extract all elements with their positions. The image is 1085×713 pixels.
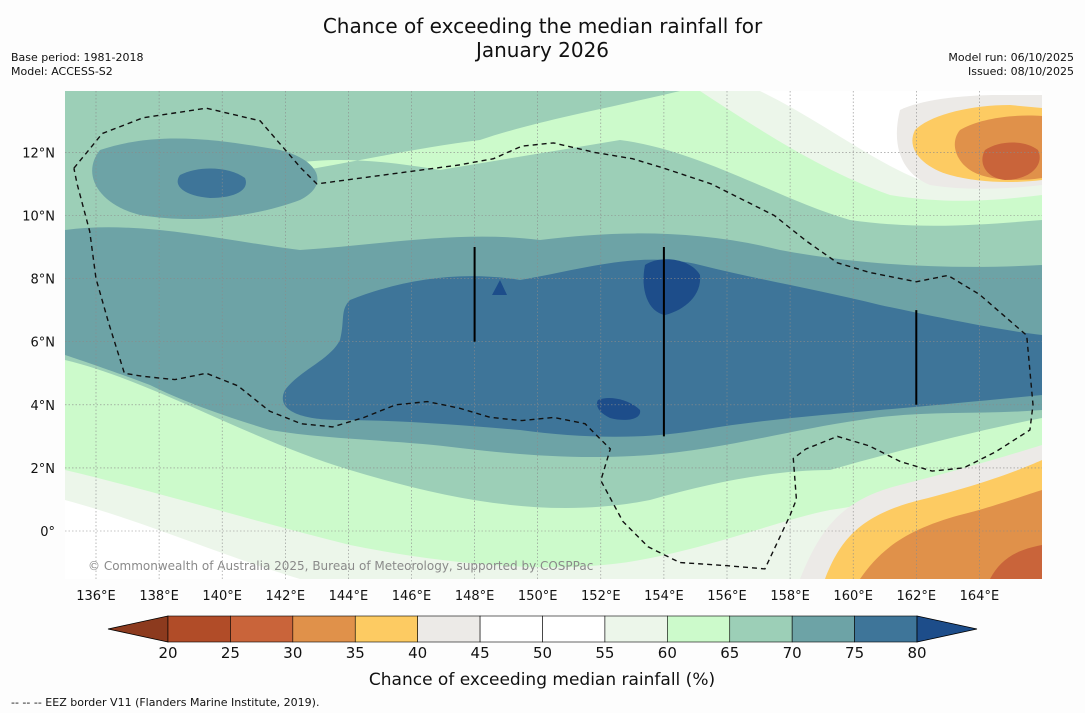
legend-title: Chance of exceeding median rainfall (%) <box>369 670 715 690</box>
footer-note: -- -- -- EEZ border V11 (Flanders Marine… <box>11 696 320 709</box>
rainfall-field <box>65 91 1042 579</box>
lat-tick-label: 12°N <box>22 146 55 161</box>
band-55-60 <box>65 470 1042 579</box>
lon-tick-label: 148°E <box>455 589 495 604</box>
colorbar-tick-label: 25 <box>221 644 240 662</box>
colorbar-segment <box>479 615 543 643</box>
colorbar-segment <box>417 615 481 643</box>
eez-border-line <box>73 107 1034 570</box>
lat-tick-label: 2°N <box>31 462 56 477</box>
eez-border <box>73 107 1034 570</box>
lon-tick-label: 150°E <box>518 589 558 604</box>
colorbar-tick-label: 80 <box>907 644 926 662</box>
band-80-plus-b <box>596 398 641 420</box>
colorbar-tick-label: 45 <box>471 644 490 662</box>
colorbar-extend-high <box>916 615 978 643</box>
legend-colorbar: 20 25 30 35 40 45 50 55 60 65 70 75 80 <box>107 615 978 662</box>
colorbar-segment <box>230 615 294 643</box>
title-line-1: Chance of exceeding the median rainfall … <box>322 14 763 38</box>
meta-right: Model run: 06/10/2025 Issued: 08/10/2025 <box>948 51 1074 79</box>
lon-tick-label: 138°E <box>139 589 179 604</box>
band-80-plus-a <box>643 259 701 315</box>
base-period: Base period: 1981-2018 <box>11 51 144 64</box>
colorbar-segment <box>292 615 356 643</box>
meta-left: Base period: 1981-2018 Model: ACCESS-S2 <box>11 51 143 79</box>
lon-axis-labels: 136°E 138°E 140°E 142°E 144°E 146°E 148°E 150°E… <box>76 589 999 604</box>
lat-tick-label: 6°N <box>31 336 56 351</box>
lat-axis-labels: 0° 2°N 4°N 6°N 8°N 10°N 12°N <box>22 146 55 540</box>
lat-tick-label: 4°N <box>31 399 56 414</box>
colorbar-tick-label: 55 <box>595 644 614 662</box>
copyright-notice: © Commonwealth of Australia 2025, Bureau… <box>88 559 593 573</box>
band-80-plus-c <box>492 280 507 295</box>
colorbar-segment <box>729 615 793 643</box>
colorbar-segment <box>167 615 231 643</box>
issued-date: Issued: 08/10/2025 <box>967 65 1074 78</box>
colorbar-tick-label: 40 <box>408 644 427 662</box>
band-north-25-30 <box>982 142 1040 180</box>
colorbar-segment <box>604 615 668 643</box>
lon-tick-label: 136°E <box>76 589 116 604</box>
lat-tick-label: 8°N <box>31 273 56 288</box>
lon-tick-label: 164°E <box>960 589 1000 604</box>
lon-tick-label: 146°E <box>392 589 432 604</box>
colorbar-extend-low <box>107 615 169 643</box>
colorbar-segment <box>791 615 855 643</box>
track-lines <box>473 247 918 437</box>
lon-tick-label: 142°E <box>266 589 306 604</box>
band-se-25-30 <box>990 545 1042 579</box>
colorbar-tick-label: 35 <box>346 644 365 662</box>
title-line-2: January 2026 <box>475 38 610 62</box>
lat-tick-label: 10°N <box>22 210 55 225</box>
lon-tick-label: 156°E <box>707 589 747 604</box>
colorbar-segment <box>854 615 918 643</box>
colorbar-tick-label: 50 <box>533 644 552 662</box>
chart-title: Chance of exceeding the median rainfall … <box>0 14 1085 62</box>
lon-tick-label: 152°E <box>581 589 621 604</box>
colorbar-tick-label: 75 <box>845 644 864 662</box>
colorbar-tick-label: 30 <box>283 644 302 662</box>
colorbar-tick-label: 20 <box>158 644 177 662</box>
lon-tick-label: 144°E <box>329 589 369 604</box>
lon-tick-label: 140°E <box>202 589 242 604</box>
colorbar-tick-label: 70 <box>783 644 802 662</box>
lat-tick-label: 0° <box>40 525 55 540</box>
lon-tick-label: 162°E <box>897 589 937 604</box>
colorbar-segment <box>667 615 731 643</box>
colorbar-tick-label: 60 <box>658 644 677 662</box>
band-se-30-35 <box>860 490 1042 579</box>
lon-tick-label: 154°E <box>644 589 684 604</box>
lon-tick-label: 158°E <box>770 589 810 604</box>
colorbar-tick-label: 65 <box>720 644 739 662</box>
colorbar-segment <box>354 615 418 643</box>
model-name: Model: ACCESS-S2 <box>11 65 113 78</box>
model-run: Model run: 06/10/2025 <box>948 51 1074 64</box>
graticule <box>65 91 1042 579</box>
band-50-55 <box>65 500 300 579</box>
band-75-80 <box>283 259 1042 437</box>
lon-tick-label: 160°E <box>833 589 873 604</box>
colorbar-segment <box>542 615 606 643</box>
band-north-75-80 <box>177 168 246 198</box>
